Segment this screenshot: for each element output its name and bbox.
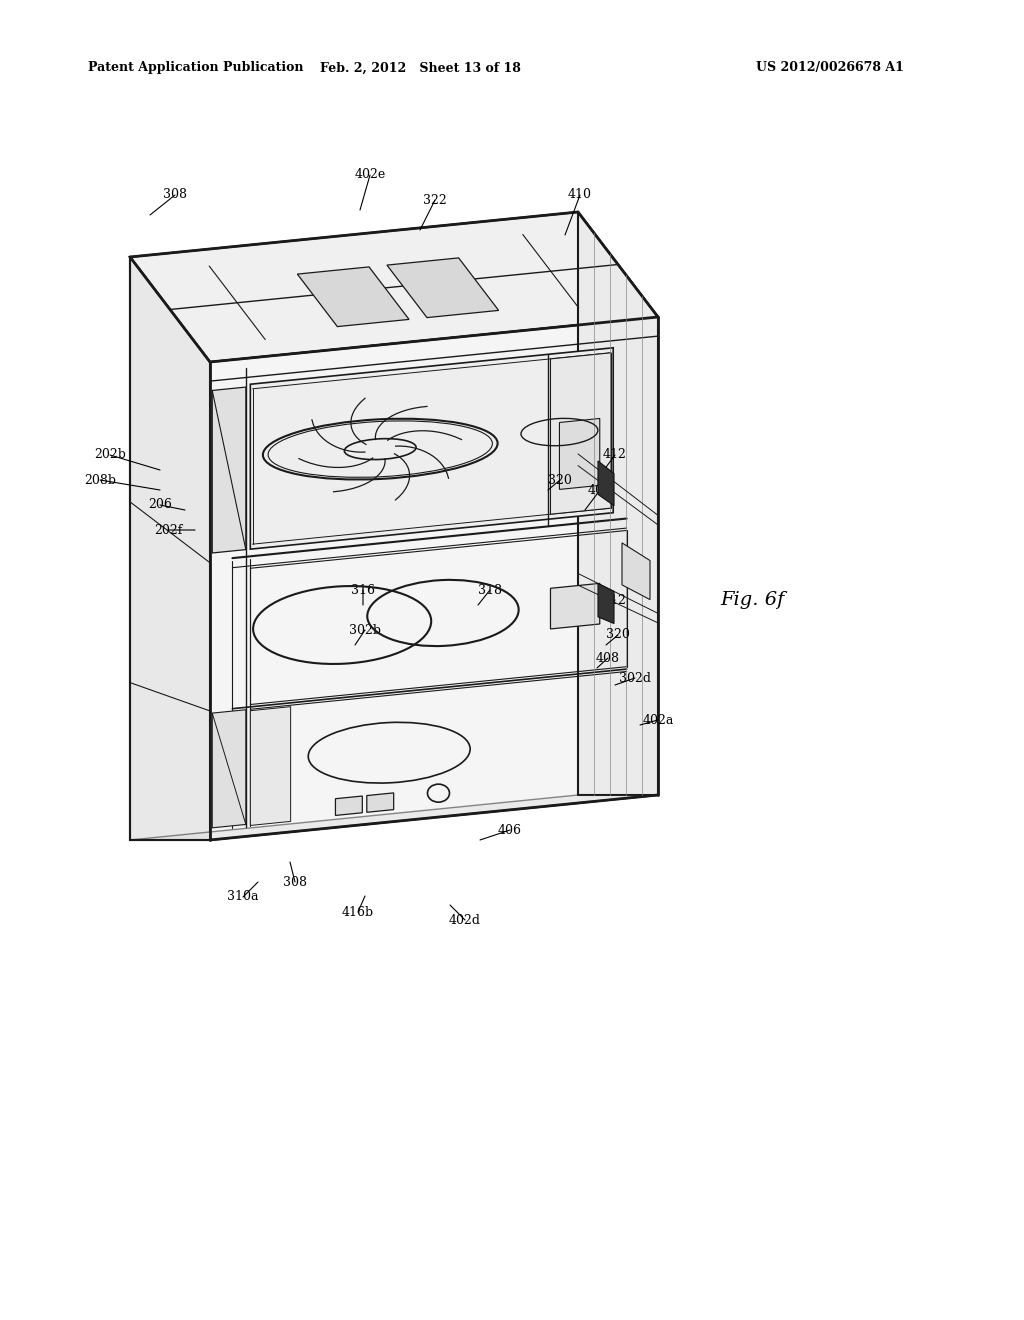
- Polygon shape: [212, 387, 246, 553]
- Text: 412: 412: [603, 594, 627, 606]
- Polygon shape: [297, 267, 409, 326]
- Text: US 2012/0026678 A1: US 2012/0026678 A1: [756, 62, 904, 74]
- Text: 302d: 302d: [618, 672, 651, 685]
- Text: 320: 320: [548, 474, 572, 487]
- Polygon shape: [551, 352, 611, 515]
- Polygon shape: [336, 796, 362, 816]
- Text: 408: 408: [596, 652, 620, 664]
- Text: 408: 408: [588, 483, 612, 496]
- Polygon shape: [130, 213, 658, 362]
- Text: Feb. 2, 2012   Sheet 13 of 18: Feb. 2, 2012 Sheet 13 of 18: [319, 62, 520, 74]
- Text: 416b: 416b: [342, 906, 374, 919]
- Polygon shape: [250, 347, 613, 549]
- Text: 206: 206: [148, 499, 172, 511]
- Text: 316: 316: [351, 583, 375, 597]
- Polygon shape: [598, 583, 614, 623]
- Polygon shape: [130, 257, 210, 840]
- Polygon shape: [559, 418, 600, 490]
- Polygon shape: [210, 317, 658, 840]
- Text: 318: 318: [478, 583, 502, 597]
- Polygon shape: [130, 795, 658, 840]
- Text: 308: 308: [283, 875, 307, 888]
- Polygon shape: [367, 793, 393, 812]
- Text: 402e: 402e: [354, 169, 386, 181]
- Text: Fig. 6f: Fig. 6f: [720, 591, 784, 609]
- Text: 202b: 202b: [94, 449, 126, 462]
- Polygon shape: [622, 543, 650, 599]
- Polygon shape: [551, 583, 600, 628]
- Polygon shape: [578, 213, 658, 795]
- Text: 202f: 202f: [154, 524, 182, 536]
- Text: 302b: 302b: [349, 623, 381, 636]
- Polygon shape: [250, 706, 291, 825]
- Text: 402a: 402a: [642, 714, 674, 726]
- Text: 412: 412: [603, 449, 627, 462]
- Text: 308: 308: [163, 189, 187, 202]
- Text: Patent Application Publication: Patent Application Publication: [88, 62, 303, 74]
- Text: 208b: 208b: [84, 474, 116, 487]
- Text: 322: 322: [423, 194, 446, 206]
- Polygon shape: [212, 710, 246, 828]
- Text: 410: 410: [568, 189, 592, 202]
- Text: 320: 320: [606, 628, 630, 642]
- Text: 402d: 402d: [449, 913, 481, 927]
- Text: 310a: 310a: [227, 891, 259, 903]
- Text: 406: 406: [498, 824, 522, 837]
- Polygon shape: [387, 257, 499, 318]
- Polygon shape: [598, 461, 614, 506]
